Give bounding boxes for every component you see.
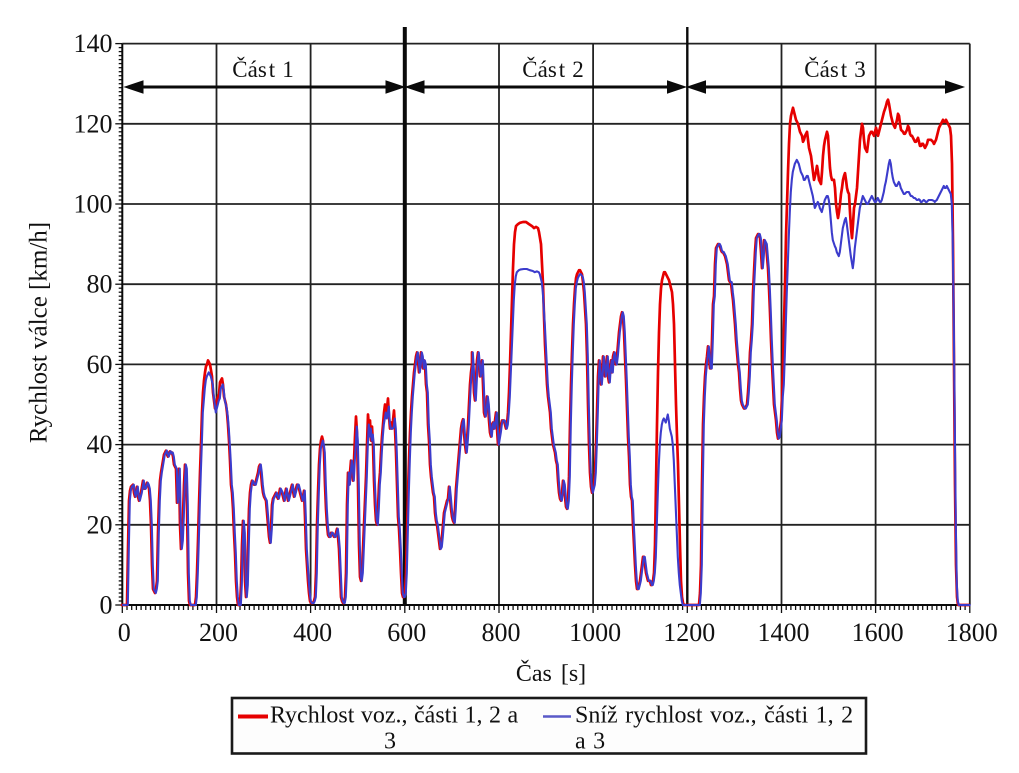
svg-text:20: 20 (87, 510, 113, 539)
svg-text:600: 600 (387, 618, 426, 647)
svg-text:Rychlost voz., části 1, 2 a: Rychlost voz., části 1, 2 a (270, 703, 519, 729)
svg-text:1000: 1000 (569, 618, 621, 647)
svg-text:0: 0 (100, 591, 113, 620)
svg-text:3: 3 (384, 729, 396, 755)
svg-text:Rychlost válce [km/h]: Rychlost válce [km/h] (26, 222, 53, 443)
svg-text:1400: 1400 (758, 618, 810, 647)
svg-text:120: 120 (74, 109, 113, 138)
svg-text:200: 200 (199, 618, 238, 647)
svg-text:100: 100 (74, 190, 113, 219)
svg-text:40: 40 (87, 430, 113, 459)
svg-text:Čas[s]: Čas [s] (516, 660, 586, 687)
svg-text:140: 140 (74, 29, 113, 58)
svg-text:a 3: a 3 (575, 729, 605, 755)
svg-text:400: 400 (293, 618, 332, 647)
svg-text:1600: 1600 (852, 618, 904, 647)
svg-text:Sníž rychlost voz., části 1, 2: Sníž rychlost voz., části 1, 2 (575, 703, 853, 729)
svg-text:0: 0 (118, 618, 131, 647)
svg-text:60: 60 (87, 350, 113, 379)
svg-text:1800: 1800 (946, 618, 998, 647)
svg-text:1200: 1200 (663, 618, 715, 647)
svg-text:80: 80 (87, 270, 113, 299)
svg-text:800: 800 (482, 618, 521, 647)
